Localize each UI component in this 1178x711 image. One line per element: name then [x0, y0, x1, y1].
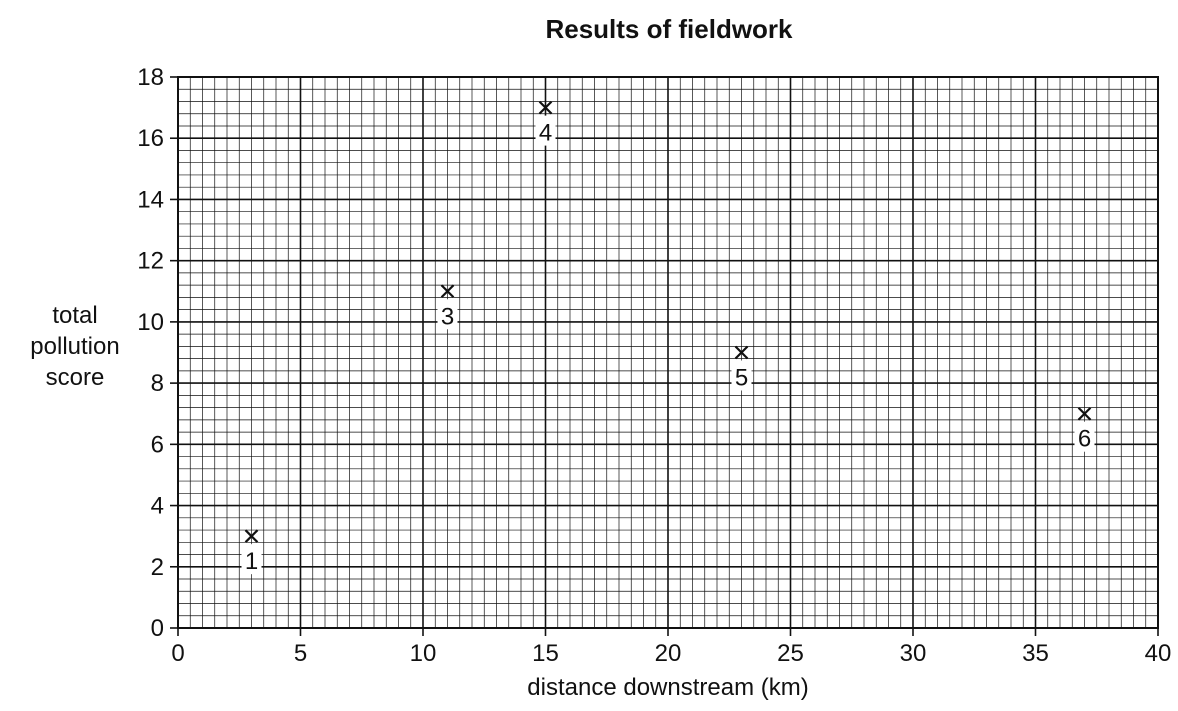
x-tick-label: 20	[655, 640, 682, 667]
data-point-label: 1	[245, 548, 258, 575]
x-tick-label: 30	[900, 640, 927, 667]
y-tick-label: 0	[151, 615, 164, 642]
x-tick-label: 5	[294, 640, 307, 667]
data-point-label: 6	[1078, 426, 1091, 453]
data-point-3: 3	[437, 284, 458, 330]
data-points: 1 3 4 5 6	[241, 100, 1095, 575]
data-point-5: 5	[731, 345, 752, 392]
data-point-label: 3	[441, 303, 454, 330]
data-point-label: 4	[539, 120, 552, 147]
x-tick-label: 15	[532, 640, 559, 667]
chart-title: Results of fieldwork	[545, 14, 793, 44]
data-point-label-background	[437, 299, 458, 330]
x-tick-label: 35	[1022, 640, 1049, 667]
x-tick-label: 0	[171, 640, 184, 667]
x-marker-stroke	[734, 345, 749, 360]
y-tick-label: 2	[151, 554, 164, 581]
y-axis-label-line-2: pollution	[30, 333, 120, 360]
x-marker-stroke	[1077, 406, 1092, 421]
y-tick-label: 6	[151, 431, 164, 458]
y-tick-label: 10	[137, 309, 164, 336]
data-point-label-background	[241, 544, 262, 575]
y-tick-label: 8	[151, 370, 164, 397]
data-point-1: 1	[241, 529, 262, 575]
x-marker-stroke	[538, 100, 553, 115]
x-tick-label: 10	[410, 640, 437, 667]
x-tick-label: 25	[777, 640, 804, 667]
y-axis-label: total pollution score	[0, 300, 150, 393]
y-tick-label: 18	[137, 64, 164, 91]
data-point-label-background	[535, 115, 556, 146]
y-axis-label-line-1: total	[52, 302, 98, 329]
y-tick-label: 4	[151, 493, 164, 520]
data-point-label-background	[1074, 421, 1095, 452]
data-point-label-background	[731, 360, 752, 391]
x-axis-label: distance downstream (km)	[527, 674, 809, 701]
data-point-label: 5	[735, 365, 748, 392]
y-tick-label: 12	[137, 248, 164, 275]
y-axis-label-line-3: score	[45, 364, 105, 391]
x-tick-label: 40	[1145, 640, 1172, 667]
y-tick-label: 16	[137, 125, 164, 152]
data-point-4: 4	[535, 100, 556, 147]
x-marker-stroke	[440, 284, 455, 299]
x-marker-stroke	[244, 529, 259, 543]
y-tick-label: 14	[137, 186, 164, 213]
grid	[177, 76, 1159, 629]
data-point-6: 6	[1074, 406, 1095, 453]
